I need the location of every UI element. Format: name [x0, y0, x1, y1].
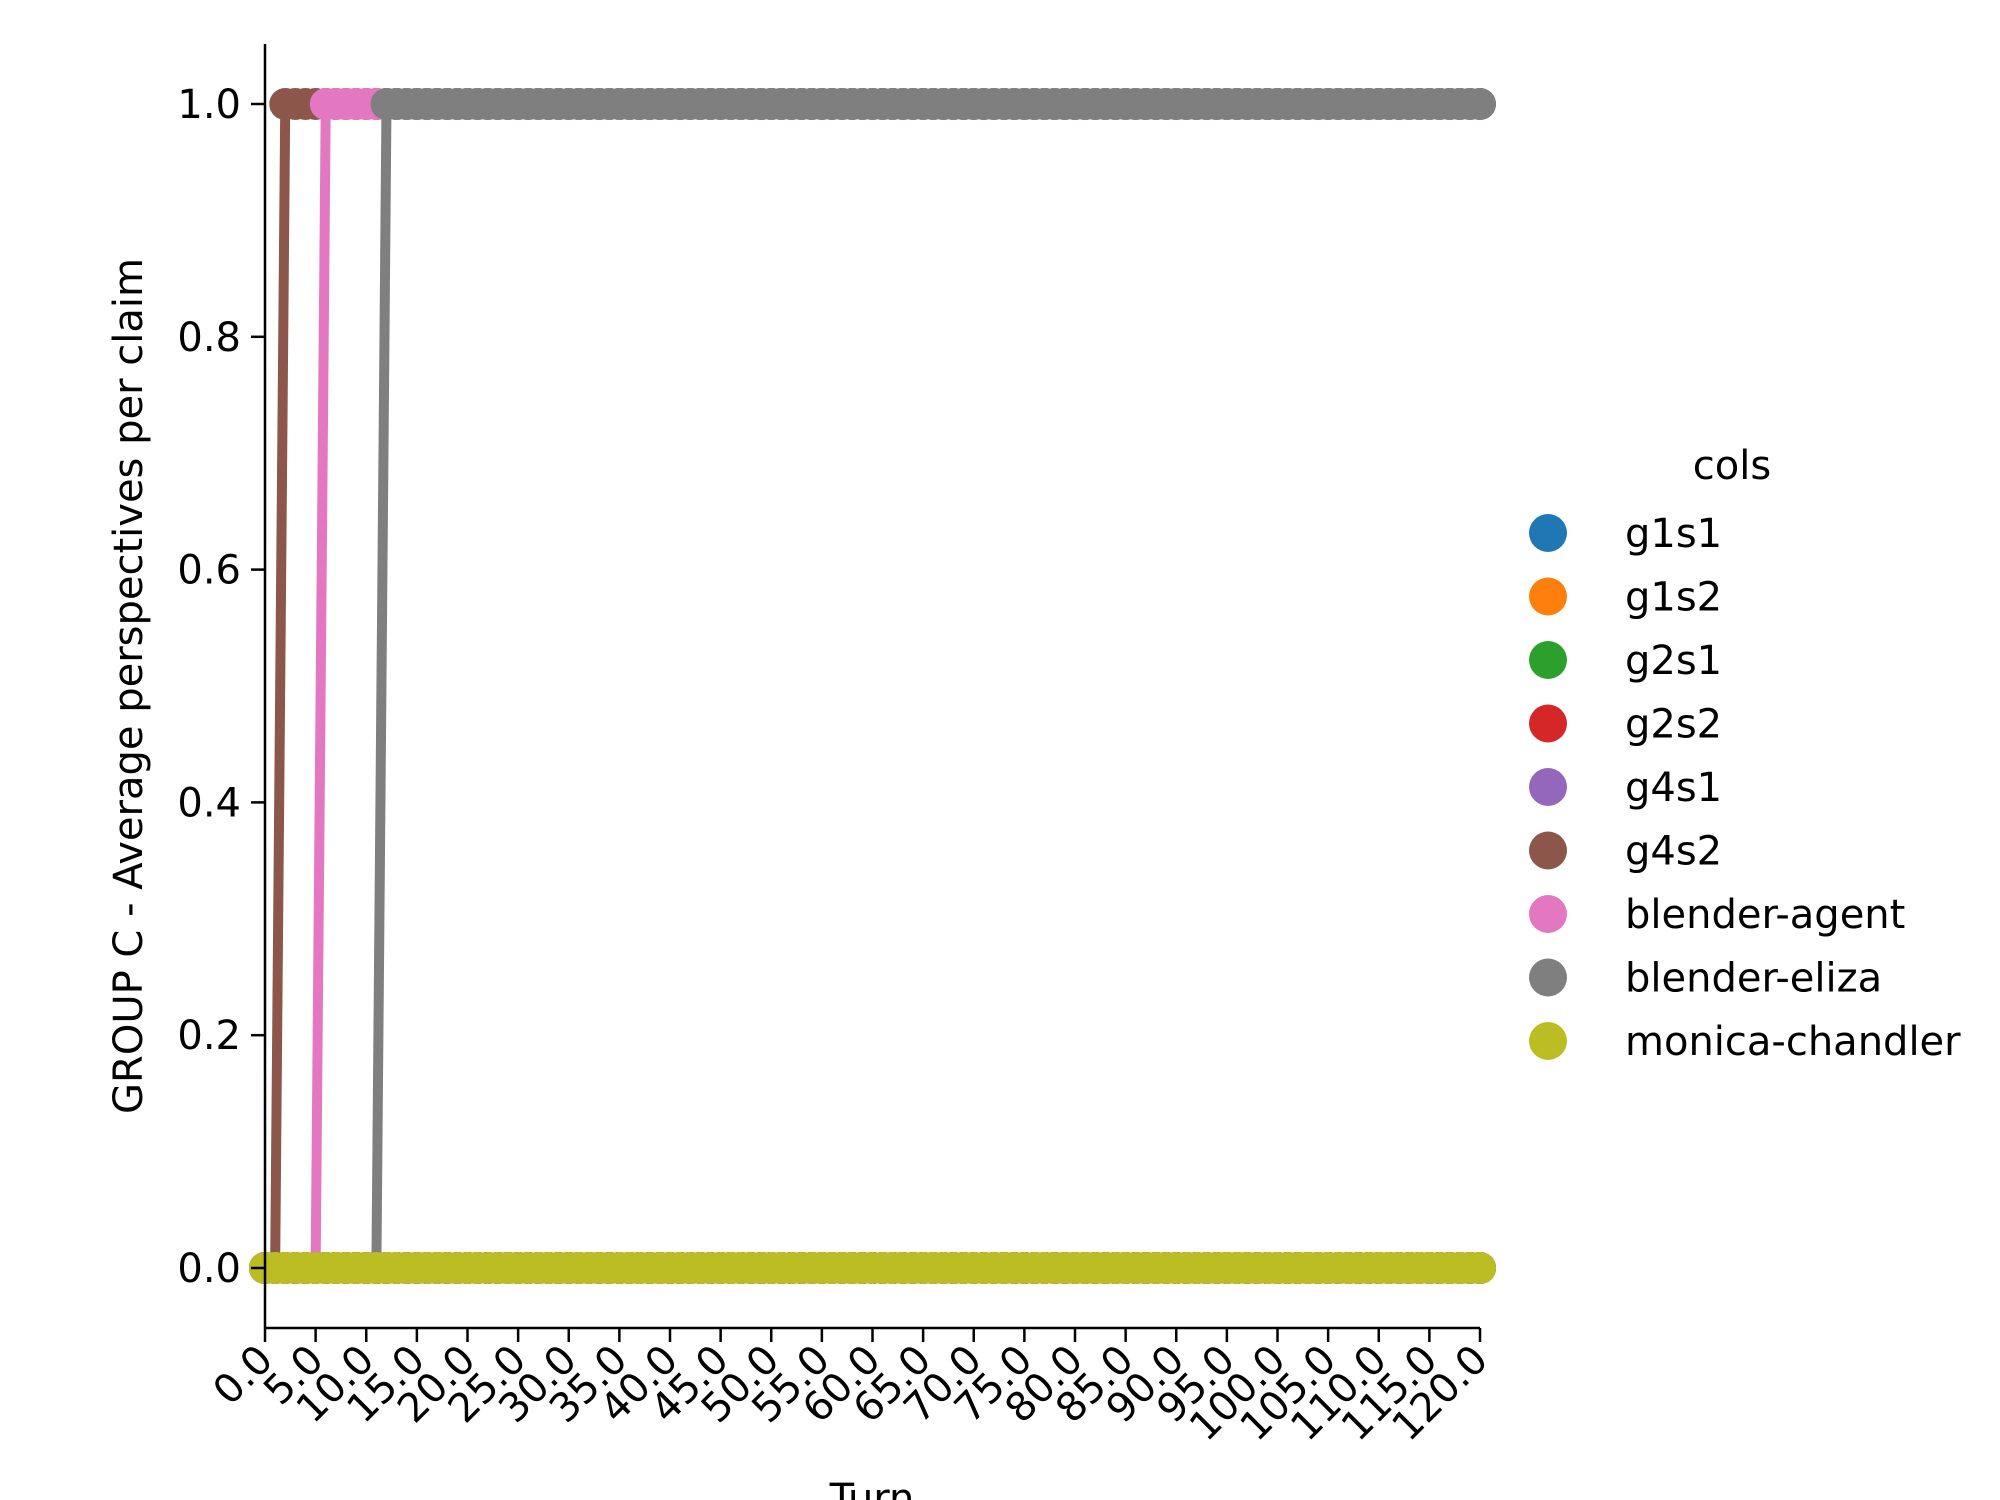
y-tick-label: 0.6	[177, 548, 241, 594]
series-blender-eliza	[249, 88, 1496, 1284]
legend-item: g4s1	[1529, 765, 1722, 811]
legend-marker	[1529, 1022, 1567, 1060]
x-axis-title: Turn	[829, 1476, 915, 1500]
legend-label: g1s1	[1625, 511, 1722, 557]
series-line	[260, 99, 1485, 1273]
legend-label: g2s2	[1625, 702, 1722, 748]
legend-title: cols	[1693, 443, 1771, 489]
legend-item: g1s1	[1529, 511, 1722, 557]
legend-label: g2s1	[1625, 638, 1722, 684]
axes-layer	[263, 44, 1480, 1330]
legend-label: g4s1	[1625, 765, 1722, 811]
legend-label: monica-chandler	[1625, 1019, 1961, 1065]
legend-item: g2s2	[1529, 702, 1722, 748]
legend-item: monica-chandler	[1529, 1019, 1961, 1065]
legend: cols g1s1 g1s2 g2s1 g2s2 g4s1 g4s2 blender-age…	[1529, 443, 1961, 1065]
legend-item: g4s2	[1529, 829, 1722, 875]
series-line	[260, 99, 1485, 1273]
series-blender-agent	[249, 88, 1496, 1284]
y-axis-title: GROUP C - Average perspectives per claim	[106, 258, 152, 1114]
series-g4s2	[249, 88, 1496, 1284]
legend-marker	[1529, 831, 1567, 870]
legend-item: g1s2	[1529, 575, 1722, 621]
x-ticks: 0.05.010.015.020.025.030.035.040.045.050…	[205, 1328, 1497, 1450]
y-tick-label: 0.8	[177, 315, 241, 361]
y-ticks: 0.0 0.2 0.4 0.6 0.8 1.0	[177, 82, 265, 1292]
y-tick-label: 0.4	[177, 780, 241, 826]
legend-label: g1s2	[1625, 575, 1722, 621]
series-line	[260, 99, 1485, 1273]
legend-item: blender-eliza	[1529, 956, 1882, 1002]
data-point	[1464, 88, 1496, 120]
legend-marker	[1529, 577, 1567, 616]
data-point	[1464, 1252, 1496, 1284]
legend-label: blender-eliza	[1625, 956, 1882, 1002]
series-monica-chandler	[249, 1252, 1496, 1284]
legend-label: g4s2	[1625, 829, 1722, 875]
legend-marker	[1529, 704, 1567, 743]
legend-marker	[1529, 958, 1567, 997]
legend-item: blender-agent	[1529, 892, 1905, 938]
y-tick-label: 0.2	[177, 1013, 241, 1059]
y-tick-label: 0.0	[177, 1246, 241, 1292]
legend-marker	[1529, 895, 1567, 933]
legend-marker	[1529, 768, 1567, 806]
series-layer	[249, 88, 1496, 1284]
legend-marker	[1529, 514, 1567, 552]
legend-marker	[1529, 641, 1567, 679]
legend-item: g2s1	[1529, 638, 1722, 684]
legend-label: blender-agent	[1625, 892, 1905, 938]
y-tick-label: 1.0	[177, 82, 241, 128]
